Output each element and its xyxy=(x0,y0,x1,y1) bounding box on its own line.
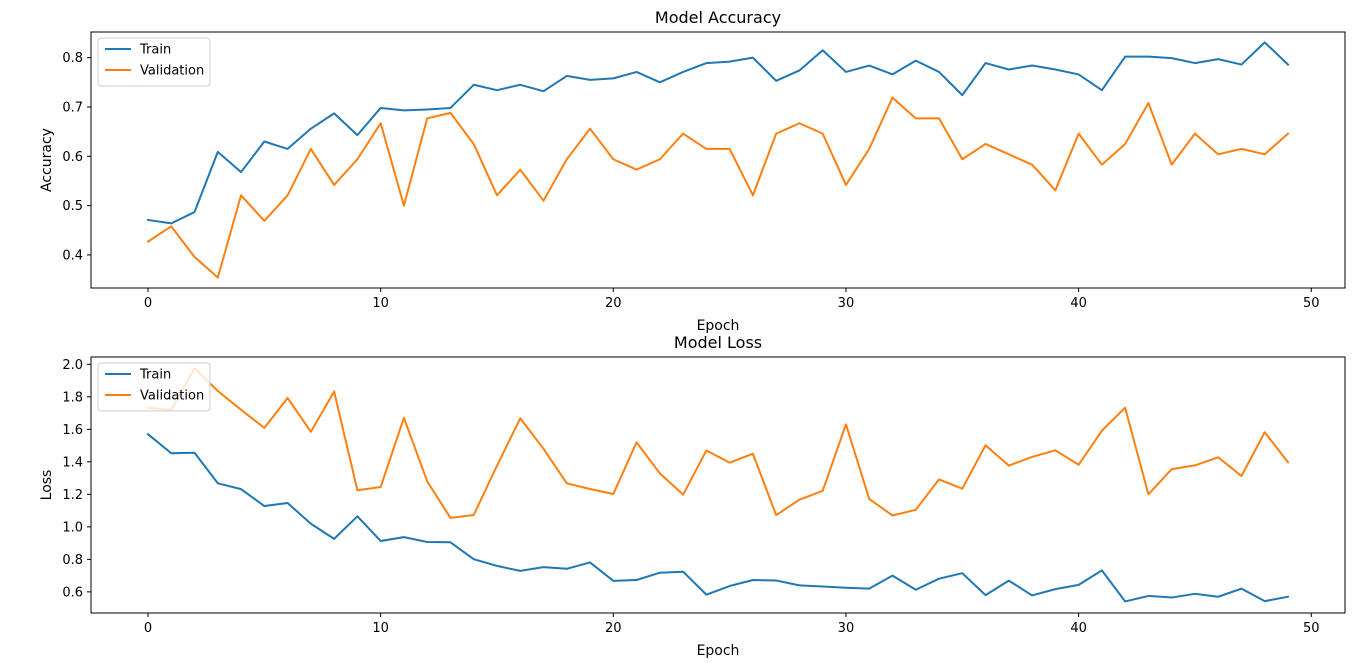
x-tick-label: 20 xyxy=(605,621,622,636)
legend-label-train: Train xyxy=(139,43,171,58)
legend-label-validation: Validation xyxy=(140,389,204,404)
chart-0: 0 10 20 30 40 50 0.4 0.5 0.6 0.7 0.8 Model Accuracy… xyxy=(39,8,1346,334)
x-tick-label: 40 xyxy=(1070,296,1087,311)
y-tick-label: 1.0 xyxy=(62,520,83,535)
y-tick-label: 0.6 xyxy=(62,585,83,600)
legend-label-validation: Validation xyxy=(140,64,204,79)
x-axis-label: Epoch xyxy=(697,318,740,334)
y-tick-label: 0.4 xyxy=(62,248,83,263)
y-tick-label: 1.4 xyxy=(62,455,83,470)
x-tick-label: 0 xyxy=(144,296,152,311)
series-line-train xyxy=(146,41,1290,225)
x-tick-label: 40 xyxy=(1070,621,1087,636)
chart-title: Model Loss xyxy=(674,333,762,352)
y-axis-label: Loss xyxy=(39,470,55,501)
series-line-validation xyxy=(146,367,1290,519)
y-tick-label: 1.8 xyxy=(62,390,83,405)
legend: Train Validation xyxy=(97,37,211,87)
y-tick-label: 0.8 xyxy=(62,51,83,66)
chart-1: 0 10 20 30 40 50 0.6 0.8 1.0 1.2 1.4 1.6 1.8 2.0 Model… xyxy=(39,333,1346,659)
x-tick-label: 0 xyxy=(144,621,152,636)
y-tick-label: 0.5 xyxy=(62,199,83,214)
y-tick-label: 0.6 xyxy=(62,150,83,165)
series-line-validation xyxy=(146,96,1290,279)
y-tick-label: 2.0 xyxy=(62,358,83,373)
x-tick-label: 20 xyxy=(605,296,622,311)
x-tick-label: 10 xyxy=(372,621,389,636)
y-axis-label: Accuracy xyxy=(39,128,55,192)
y-tick-label: 0.7 xyxy=(62,100,83,115)
legend-label-train: Train xyxy=(139,368,171,383)
y-tick-label: 1.2 xyxy=(62,488,83,503)
legend: Train Validation xyxy=(97,362,211,412)
y-tick-label: 1.6 xyxy=(62,423,83,438)
series-line-train xyxy=(146,432,1290,603)
plots-container: 0 10 20 30 40 50 0.4 0.5 0.6 0.7 0.8 Model Accuracy… xyxy=(39,8,1346,659)
x-tick-label: 50 xyxy=(1303,296,1320,311)
x-tick-label: 30 xyxy=(838,296,855,311)
x-tick-label: 30 xyxy=(838,621,855,636)
x-tick-label: 10 xyxy=(372,296,389,311)
axes-frame xyxy=(90,31,1346,289)
chart-title: Model Accuracy xyxy=(655,8,781,27)
x-axis-label: Epoch xyxy=(697,643,740,659)
y-tick-label: 0.8 xyxy=(62,553,83,568)
x-tick-label: 50 xyxy=(1303,621,1320,636)
axes-frame xyxy=(90,356,1346,614)
